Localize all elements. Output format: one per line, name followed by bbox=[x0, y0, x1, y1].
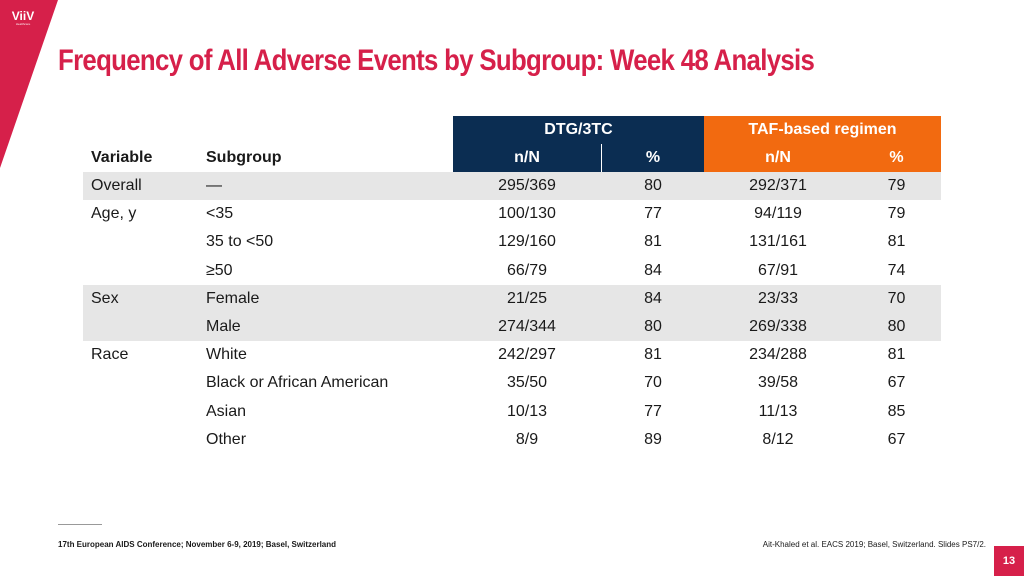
cell-dtg-nN: 66/79 bbox=[506, 261, 548, 279]
cell-subgroup: 35 to <50 bbox=[206, 233, 274, 251]
cell-dtg-pct: 70 bbox=[644, 374, 662, 392]
cell-taf-pct: 81 bbox=[887, 233, 906, 251]
cell-taf-nN: 234/288 bbox=[749, 346, 807, 364]
cell-subgroup: Male bbox=[206, 318, 241, 335]
table-row-shading bbox=[83, 172, 941, 200]
cell-taf-nN: 23/33 bbox=[757, 289, 799, 307]
cell-dtg-pct: 84 bbox=[644, 289, 662, 307]
column-header-taf-pct: % bbox=[889, 149, 904, 166]
cell-taf-pct: 80 bbox=[887, 318, 906, 335]
cell-subgroup: Female bbox=[206, 289, 260, 307]
citation-footer: Ait-Khaled et al. EACS 2019; Basel, Swit… bbox=[762, 540, 986, 549]
cell-taf-pct: 70 bbox=[887, 289, 906, 307]
cell-subgroup: Other bbox=[206, 430, 247, 448]
cell-dtg-nN: 274/344 bbox=[498, 318, 556, 335]
cell-dtg-pct: 81 bbox=[644, 233, 662, 251]
dtg-nN-header-bg bbox=[453, 144, 601, 172]
column-header-taf-nN: n/N bbox=[765, 149, 791, 166]
cell-variable: Age, y bbox=[91, 205, 137, 223]
cell-subgroup: White bbox=[206, 346, 247, 364]
cell-taf-nN: 39/58 bbox=[757, 374, 799, 392]
column-header-dtg-pct: % bbox=[645, 149, 661, 166]
dtg-pct-header-bg bbox=[602, 144, 704, 172]
cell-taf-pct: 67 bbox=[887, 430, 906, 448]
cell-dtg-pct: 84 bbox=[644, 261, 662, 279]
cell-dtg-pct: 77 bbox=[644, 402, 662, 420]
cell-taf-pct: 74 bbox=[887, 261, 906, 279]
table-row-shading bbox=[83, 284, 941, 313]
cell-dtg-nN: 242/297 bbox=[498, 346, 556, 364]
viiv-logo: ViiV Healthcare bbox=[8, 10, 38, 26]
cell-dtg-nN: 295/369 bbox=[498, 177, 556, 194]
slide-title: Frequency of All Adverse Events by Subgr… bbox=[58, 44, 815, 77]
footer-divider bbox=[58, 524, 102, 525]
dtg-group-header: DTG/3TC bbox=[544, 121, 613, 138]
cell-subgroup: Black or African American bbox=[206, 374, 389, 392]
cell-dtg-nN: 129/160 bbox=[498, 233, 556, 251]
cell-taf-nN: 94/119 bbox=[754, 205, 802, 223]
cell-variable: Overall bbox=[91, 177, 142, 194]
cell-taf-pct: 79 bbox=[887, 177, 906, 194]
cell-taf-nN: 8/12 bbox=[762, 430, 794, 448]
cell-taf-nN: 67/91 bbox=[757, 261, 799, 279]
cell-taf-nN: 269/338 bbox=[749, 318, 807, 335]
cell-dtg-pct: 89 bbox=[644, 430, 662, 448]
corner-accent-shape bbox=[0, 0, 58, 168]
taf-group-header-bg bbox=[704, 116, 941, 144]
cell-subgroup: — bbox=[206, 177, 222, 194]
cell-dtg-nN: 21/25 bbox=[506, 289, 548, 307]
cell-taf-pct: 67 bbox=[887, 374, 906, 392]
cell-dtg-nN: 10/13 bbox=[506, 402, 548, 420]
cell-dtg-pct: 77 bbox=[644, 205, 662, 223]
taf-group-header: TAF-based regimen bbox=[748, 121, 897, 138]
column-header-subgroup: Subgroup bbox=[206, 149, 282, 166]
cell-dtg-pct: 80 bbox=[644, 177, 662, 194]
page-number: 13 bbox=[994, 546, 1024, 576]
cell-dtg-nN: 8/9 bbox=[515, 430, 539, 448]
logo-subtext: Healthcare bbox=[15, 22, 31, 26]
cell-dtg-pct: 80 bbox=[644, 318, 662, 335]
cell-variable: Race bbox=[91, 346, 129, 364]
table-row-shading bbox=[83, 313, 941, 341]
cell-taf-nN: 131/161 bbox=[749, 233, 807, 251]
cell-dtg-nN: 35/50 bbox=[506, 374, 548, 392]
dtg-group-header-bg bbox=[453, 116, 704, 144]
conference-footer: 17th European AIDS Conference; November … bbox=[58, 540, 337, 549]
cell-dtg-nN: 100/130 bbox=[498, 205, 556, 223]
cell-taf-nN: 11/13 bbox=[758, 402, 798, 420]
cell-taf-pct: 81 bbox=[887, 346, 906, 364]
cell-taf-nN: 292/371 bbox=[749, 177, 807, 194]
taf-subheader-bg bbox=[704, 144, 941, 172]
cell-subgroup: Asian bbox=[206, 402, 247, 420]
cell-subgroup: ≥50 bbox=[206, 261, 233, 279]
cell-dtg-pct: 81 bbox=[644, 346, 662, 364]
cell-taf-pct: 85 bbox=[887, 402, 906, 420]
column-header-variable: Variable bbox=[91, 149, 153, 166]
logo-text: ViiV bbox=[11, 9, 35, 23]
column-header-dtg-nN: n/N bbox=[514, 149, 540, 166]
cell-taf-pct: 79 bbox=[887, 205, 906, 223]
cell-variable: Sex bbox=[91, 289, 119, 307]
cell-subgroup: <35 bbox=[206, 205, 234, 223]
